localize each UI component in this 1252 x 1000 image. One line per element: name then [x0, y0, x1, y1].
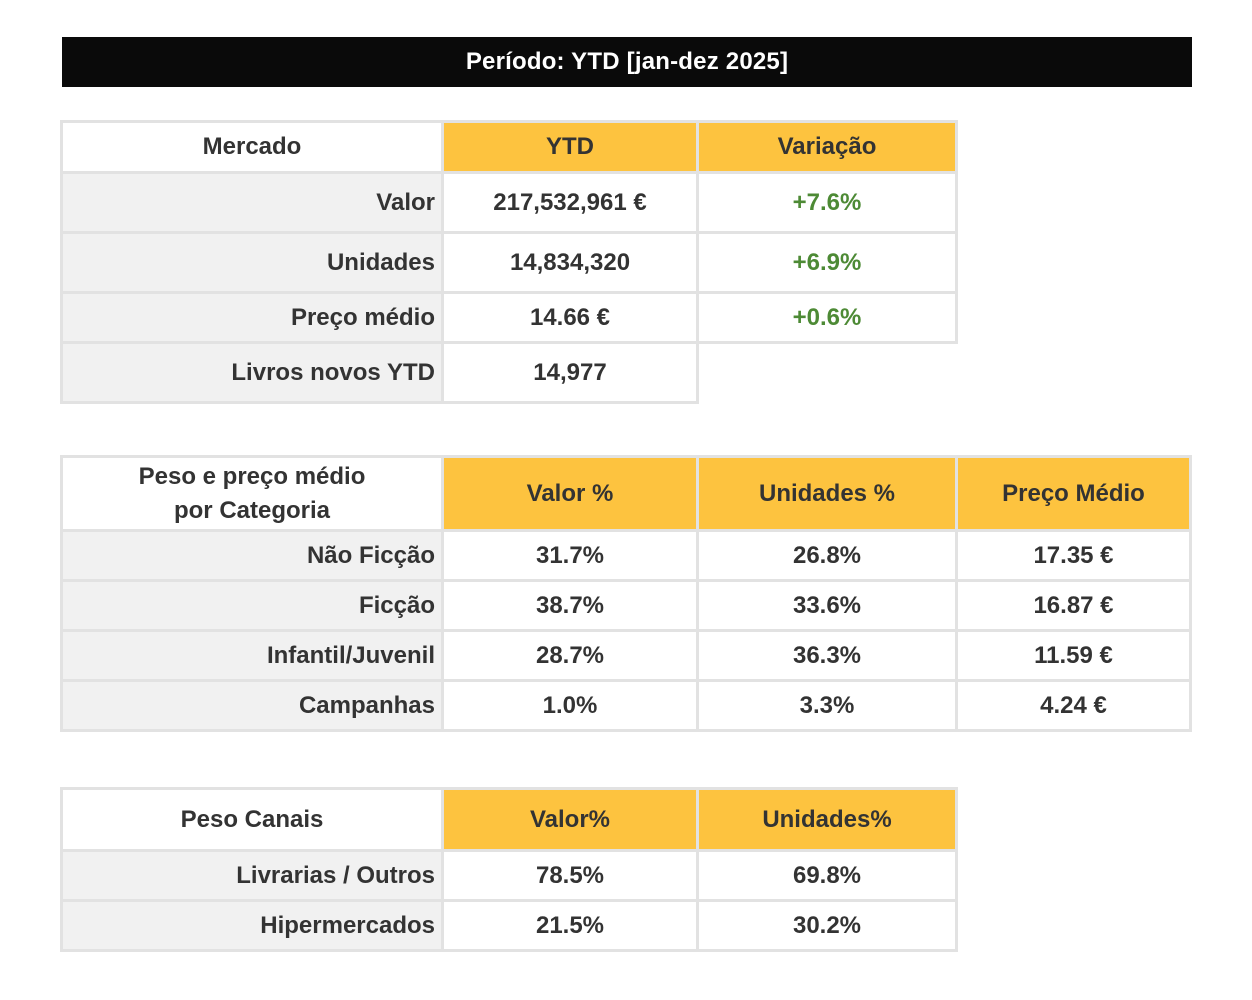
- categoria-header-line1: Peso e preço médio: [138, 462, 366, 490]
- empty-cell: [698, 343, 957, 403]
- unidades-pct-value: 69.8%: [696, 849, 958, 902]
- variacao-value: +0.6%: [696, 291, 958, 344]
- row-label: Unidades: [60, 231, 444, 294]
- unidades-pct-value: 3.3%: [696, 679, 958, 732]
- variacao-value: +7.6%: [696, 171, 958, 234]
- row-label: Livrarias / Outros: [60, 849, 444, 902]
- ytd-value: 217,532,961 €: [441, 171, 699, 234]
- categoria-table: Peso e preço médio por Categoria Valor %…: [60, 455, 1192, 732]
- valor-pct-header: Valor %: [441, 455, 699, 532]
- period-banner: Período: YTD [jan-dez 2025]: [62, 37, 1192, 87]
- row-label: Ficção: [60, 579, 444, 632]
- unidades-pct-value: 30.2%: [696, 899, 958, 952]
- table-row: Campanhas 1.0% 3.3% 4.24 €: [60, 679, 1192, 732]
- preco-medio-value: 11.59 €: [955, 629, 1192, 682]
- mercado-header-row: Mercado YTD Variação: [60, 120, 958, 174]
- ytd-value: 14,834,320: [441, 231, 699, 294]
- ytd-value: 14.66 €: [441, 291, 699, 344]
- table-row: Preço médio 14.66 € +0.6%: [60, 291, 958, 344]
- unidades-pct-value: 36.3%: [696, 629, 958, 682]
- valor-pct-value: 38.7%: [441, 579, 699, 632]
- row-label: Livros novos YTD: [60, 341, 444, 404]
- canais-table: Peso Canais Valor% Unidades% Livrarias /…: [60, 787, 958, 952]
- table-row: Unidades 14,834,320 +6.9%: [60, 231, 958, 294]
- valor-pct-value: 78.5%: [441, 849, 699, 902]
- categoria-header-line2: por Categoria: [173, 496, 331, 524]
- mercado-table: Mercado YTD Variação Valor 217,532,961 €…: [60, 120, 958, 404]
- table-row: Livros novos YTD 14,977: [60, 341, 957, 404]
- row-label: Campanhas: [60, 679, 444, 732]
- preco-medio-value: 16.87 €: [955, 579, 1192, 632]
- mercado-header: Mercado: [60, 120, 444, 174]
- row-label: Não Ficção: [60, 529, 444, 582]
- period-title: Período: YTD [jan-dez 2025]: [465, 48, 789, 75]
- ytd-header: YTD: [441, 120, 699, 174]
- categoria-header-row: Peso e preço médio por Categoria Valor %…: [60, 455, 1192, 532]
- table-row: Livrarias / Outros 78.5% 69.8%: [60, 849, 958, 902]
- preco-medio-header: Preço Médio: [955, 455, 1192, 532]
- unidades-pct-value: 26.8%: [696, 529, 958, 582]
- row-label: Hipermercados: [60, 899, 444, 952]
- table-row: Infantil/Juvenil 28.7% 36.3% 11.59 €: [60, 629, 1192, 682]
- unidades-pct-header: Unidades%: [696, 787, 958, 852]
- variacao-header: Variação: [696, 120, 958, 174]
- unidades-pct-header: Unidades %: [696, 455, 958, 532]
- categoria-header: Peso e preço médio por Categoria: [60, 455, 444, 532]
- row-label: Valor: [60, 171, 444, 234]
- valor-pct-header: Valor%: [441, 787, 699, 852]
- table-row: Não Ficção 31.7% 26.8% 17.35 €: [60, 529, 1192, 582]
- ytd-value: 14,977: [441, 341, 699, 404]
- table-row: Hipermercados 21.5% 30.2%: [60, 899, 958, 952]
- canais-header-row: Peso Canais Valor% Unidades%: [60, 787, 958, 852]
- row-label: Preço médio: [60, 291, 444, 344]
- peso-canais-header: Peso Canais: [60, 787, 444, 852]
- unidades-pct-value: 33.6%: [696, 579, 958, 632]
- preco-medio-value: 4.24 €: [955, 679, 1192, 732]
- row-label: Infantil/Juvenil: [60, 629, 444, 682]
- table-row: Ficção 38.7% 33.6% 16.87 €: [60, 579, 1192, 632]
- table-row: Valor 217,532,961 € +7.6%: [60, 171, 958, 234]
- valor-pct-value: 1.0%: [441, 679, 699, 732]
- preco-medio-value: 17.35 €: [955, 529, 1192, 582]
- variacao-value: +6.9%: [696, 231, 958, 294]
- valor-pct-value: 31.7%: [441, 529, 699, 582]
- valor-pct-value: 21.5%: [441, 899, 699, 952]
- valor-pct-value: 28.7%: [441, 629, 699, 682]
